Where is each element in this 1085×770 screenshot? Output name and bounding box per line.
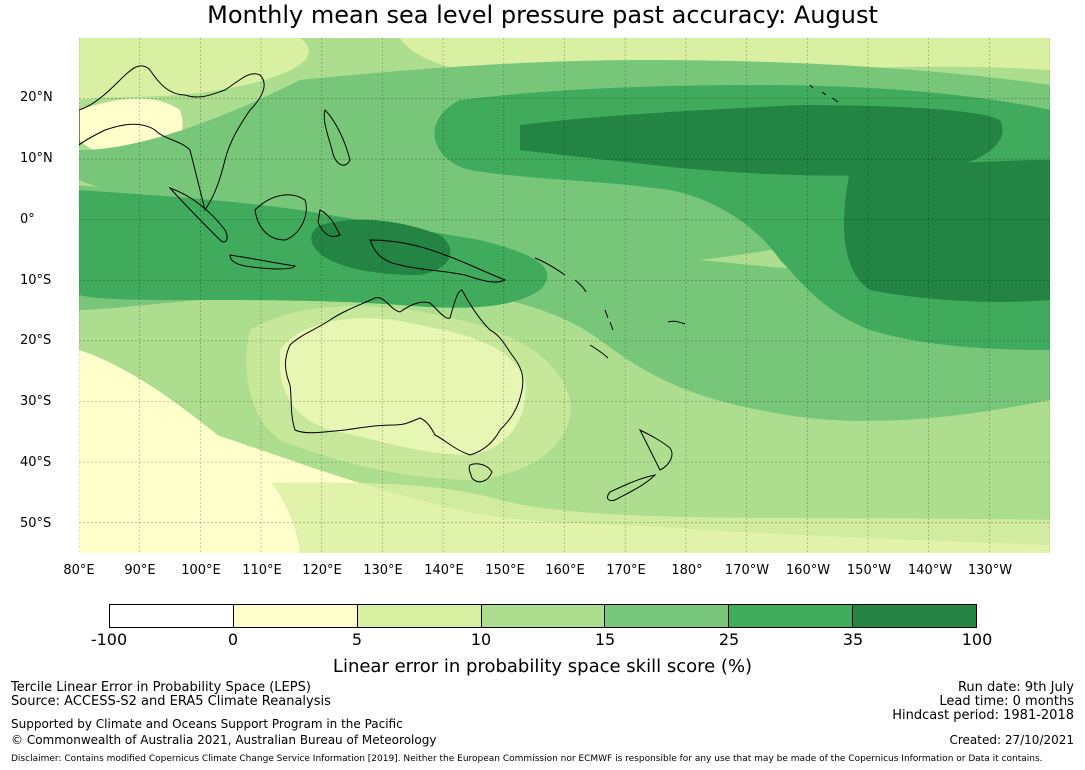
coast-australia: [285, 289, 524, 456]
colorbar-segment: [605, 605, 730, 627]
lon-label-90e: 90°E: [124, 563, 156, 578]
coast-hawaii: [809, 84, 839, 103]
colorbar-segment: [481, 605, 606, 627]
coastlines: [79, 65, 839, 501]
colorbar: [109, 604, 977, 628]
lon-label-110e: 110°E: [242, 563, 282, 578]
lon-label-140w: 140°W: [907, 563, 953, 578]
footer-copyright: © Commonwealth of Australia 2021, Austra…: [11, 733, 437, 747]
coast-philippines: [323, 109, 351, 166]
field-band-north: [79, 38, 309, 100]
field-band-south: [79, 480, 1050, 553]
footer-disclaimer: Disclaimer: Contains modified Copernicus…: [11, 754, 1043, 764]
lon-label-170e: 170°E: [606, 563, 646, 578]
field-top-east: [844, 160, 1050, 302]
coast-new-caledonia: [589, 344, 609, 359]
lon-label-130e: 130°E: [363, 563, 403, 578]
lon-label-150e: 150°E: [485, 563, 525, 578]
field-top-north: [520, 105, 1003, 176]
colorbar-tick: -100: [90, 630, 128, 649]
colorbar-tick: 15: [594, 630, 616, 649]
footer-lead-time: Lead time: 0 months: [939, 694, 1074, 709]
lon-label-150w: 150°W: [846, 563, 892, 578]
lon-label-130w: 130°W: [967, 563, 1013, 578]
lon-label-160e: 160°E: [545, 563, 585, 578]
lon-label-160w: 160°W: [785, 563, 831, 578]
lat-label-50s: 50°S: [20, 516, 52, 531]
coast-borneo: [254, 194, 307, 241]
skill-map: [79, 38, 1050, 553]
lon-label-100e: 100°E: [181, 563, 221, 578]
coast-solomon-islands: [534, 257, 587, 293]
lon-label-120e: 120°E: [302, 563, 342, 578]
field-low-sw: [79, 350, 300, 553]
colorbar-segment: [729, 605, 854, 627]
coast-java: [229, 254, 296, 270]
footer-method: Tercile Linear Error in Probability Spac…: [11, 680, 311, 695]
colorbar-tick: 25: [718, 630, 740, 649]
footer-hindcast: Hindcast period: 1981-2018: [892, 708, 1074, 723]
lat-label-40s: 40°S: [20, 455, 52, 470]
lon-label-180: 180°: [671, 563, 703, 578]
coast-vanuatu: [604, 309, 614, 331]
field-top-png: [311, 219, 451, 275]
colorbar-segment: [357, 605, 482, 627]
coast-new-zealand-south: [607, 474, 657, 501]
coast-tasmania: [468, 463, 493, 483]
colorbar-tick: 5: [351, 630, 363, 649]
colorbar-tick: 0: [227, 630, 239, 649]
colorbar-tick: 100: [961, 630, 993, 649]
colorbar-segment: [233, 605, 358, 627]
lon-label-170w: 170°W: [724, 563, 770, 578]
colorbar-tick: 10: [470, 630, 492, 649]
map-title: Monthly mean sea level pressure past acc…: [207, 1, 878, 29]
footer-created: Created: 27/10/2021: [949, 733, 1074, 747]
colorbar-label: Linear error in probability space skill …: [332, 656, 753, 677]
lat-label-20n: 20°N: [20, 90, 53, 105]
map-gridlines: [79, 38, 1050, 553]
coast-sulawesi: [317, 209, 341, 237]
field-band-australia: [246, 306, 571, 480]
lat-label-30s: 30°S: [20, 394, 52, 409]
coast-fiji: [667, 320, 686, 325]
lat-label-10n: 10°N: [20, 151, 53, 166]
lon-label-140e: 140°E: [424, 563, 464, 578]
footer-run-date: Run date: 9th July: [957, 680, 1074, 695]
lat-label-0: 0°: [20, 212, 35, 227]
footer-support: Supported by Climate and Oceans Support …: [11, 717, 403, 731]
footer-source: Source: ACCESS-S2 and ERA5 Climate Reana…: [11, 694, 331, 709]
lon-label-80e: 80°E: [63, 563, 95, 578]
lat-label-10s: 10°S: [20, 273, 52, 288]
field-high-equator: [79, 190, 548, 308]
coast-sumatra: [168, 186, 228, 243]
lat-label-20s: 20°S: [20, 333, 52, 348]
colorbar-segment: [110, 605, 234, 627]
coast-new-guinea: [369, 239, 507, 283]
colorbar-tick: 35: [842, 630, 864, 649]
coast-asia-mainland: [79, 65, 265, 212]
coast-new-zealand-north: [638, 428, 673, 471]
colorbar-segment: [853, 605, 977, 627]
